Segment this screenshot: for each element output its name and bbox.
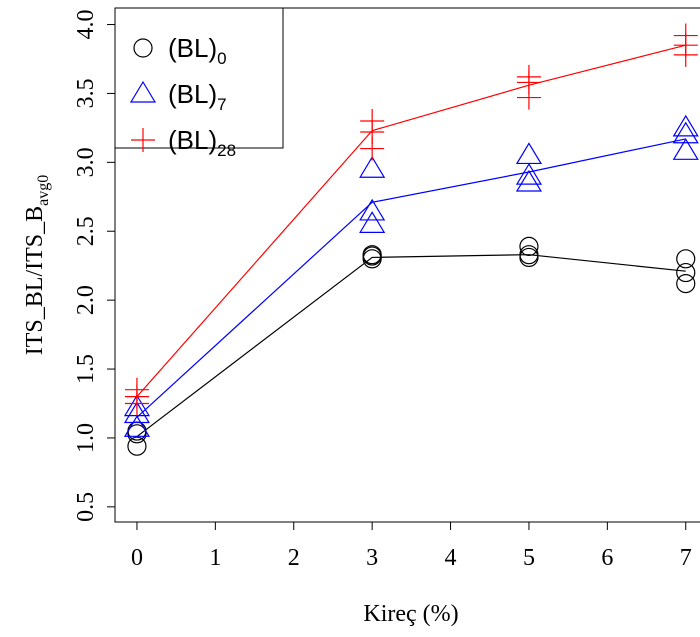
legend-subscript: 0 <box>217 49 226 68</box>
legend-label: (BL)7 <box>168 79 227 114</box>
y-axis-label-sub: avg0 <box>35 175 52 206</box>
x-tick-label: 1 <box>209 545 221 571</box>
x-tick-label: 6 <box>601 545 613 571</box>
mean-line <box>136 44 686 397</box>
plot-frame <box>114 7 700 523</box>
legend-name: (BL) <box>168 79 217 109</box>
data-point <box>359 198 386 221</box>
y-tick-label: 1.0 <box>73 423 99 453</box>
legend-label: (BL)0 <box>168 33 227 68</box>
data-point <box>672 138 699 160</box>
legend-name: (BL) <box>168 33 217 63</box>
x-tick-label: 7 <box>680 545 692 571</box>
data-point <box>127 436 147 456</box>
data-point <box>676 249 696 269</box>
legend-marker <box>129 80 157 103</box>
data-point <box>359 156 386 178</box>
data-point <box>672 121 699 144</box>
x-axis-label: Kireç (%) <box>363 601 458 627</box>
data-point <box>123 394 151 417</box>
data-point <box>672 114 699 137</box>
y-tick-label: 0.5 <box>73 492 99 522</box>
y-axis-label: ITS_BL/ITS_Bavg0 <box>22 175 52 355</box>
legend: (BL)0(BL)7(BL)28 <box>114 7 284 160</box>
data-point <box>515 162 543 185</box>
data-point <box>515 169 543 192</box>
x-tick-label: 3 <box>366 545 378 571</box>
legend-label: (BL)28 <box>168 125 236 160</box>
data-point <box>123 415 151 437</box>
legend-box <box>114 7 284 149</box>
data-point <box>360 108 385 133</box>
data-point <box>676 274 696 294</box>
x-tick-label: 4 <box>445 545 457 571</box>
mean-line <box>136 254 686 438</box>
data-point <box>124 377 149 402</box>
data-point <box>359 211 386 233</box>
data-point <box>362 245 382 265</box>
x-tick-label: 0 <box>131 545 143 571</box>
mean-line <box>136 138 686 418</box>
data-point <box>123 401 151 424</box>
y-tick-label: 4.0 <box>73 10 99 40</box>
y-tick-label: 3.5 <box>73 78 99 108</box>
y-tick-label: 3.0 <box>73 147 99 177</box>
legend-subscript: 28 <box>217 141 236 160</box>
x-tick-label: 5 <box>523 545 535 571</box>
legend-name: (BL) <box>168 125 217 155</box>
legend-marker <box>133 38 153 58</box>
data-point <box>676 262 696 283</box>
y-tick-label: 2.0 <box>73 285 99 315</box>
y-axis-label-main: ITS_BL/ITS_B <box>22 206 48 355</box>
y-tick-label: 2.5 <box>73 216 99 246</box>
y-tick-label: 1.5 <box>73 354 99 384</box>
data-point <box>519 245 539 265</box>
x-tick-label: 2 <box>288 545 300 571</box>
data-point <box>519 236 539 256</box>
data-point <box>516 64 541 89</box>
legend-subscript: 7 <box>217 95 226 114</box>
legend-marker <box>131 128 155 152</box>
data-point <box>515 142 543 165</box>
data-point <box>673 23 698 48</box>
